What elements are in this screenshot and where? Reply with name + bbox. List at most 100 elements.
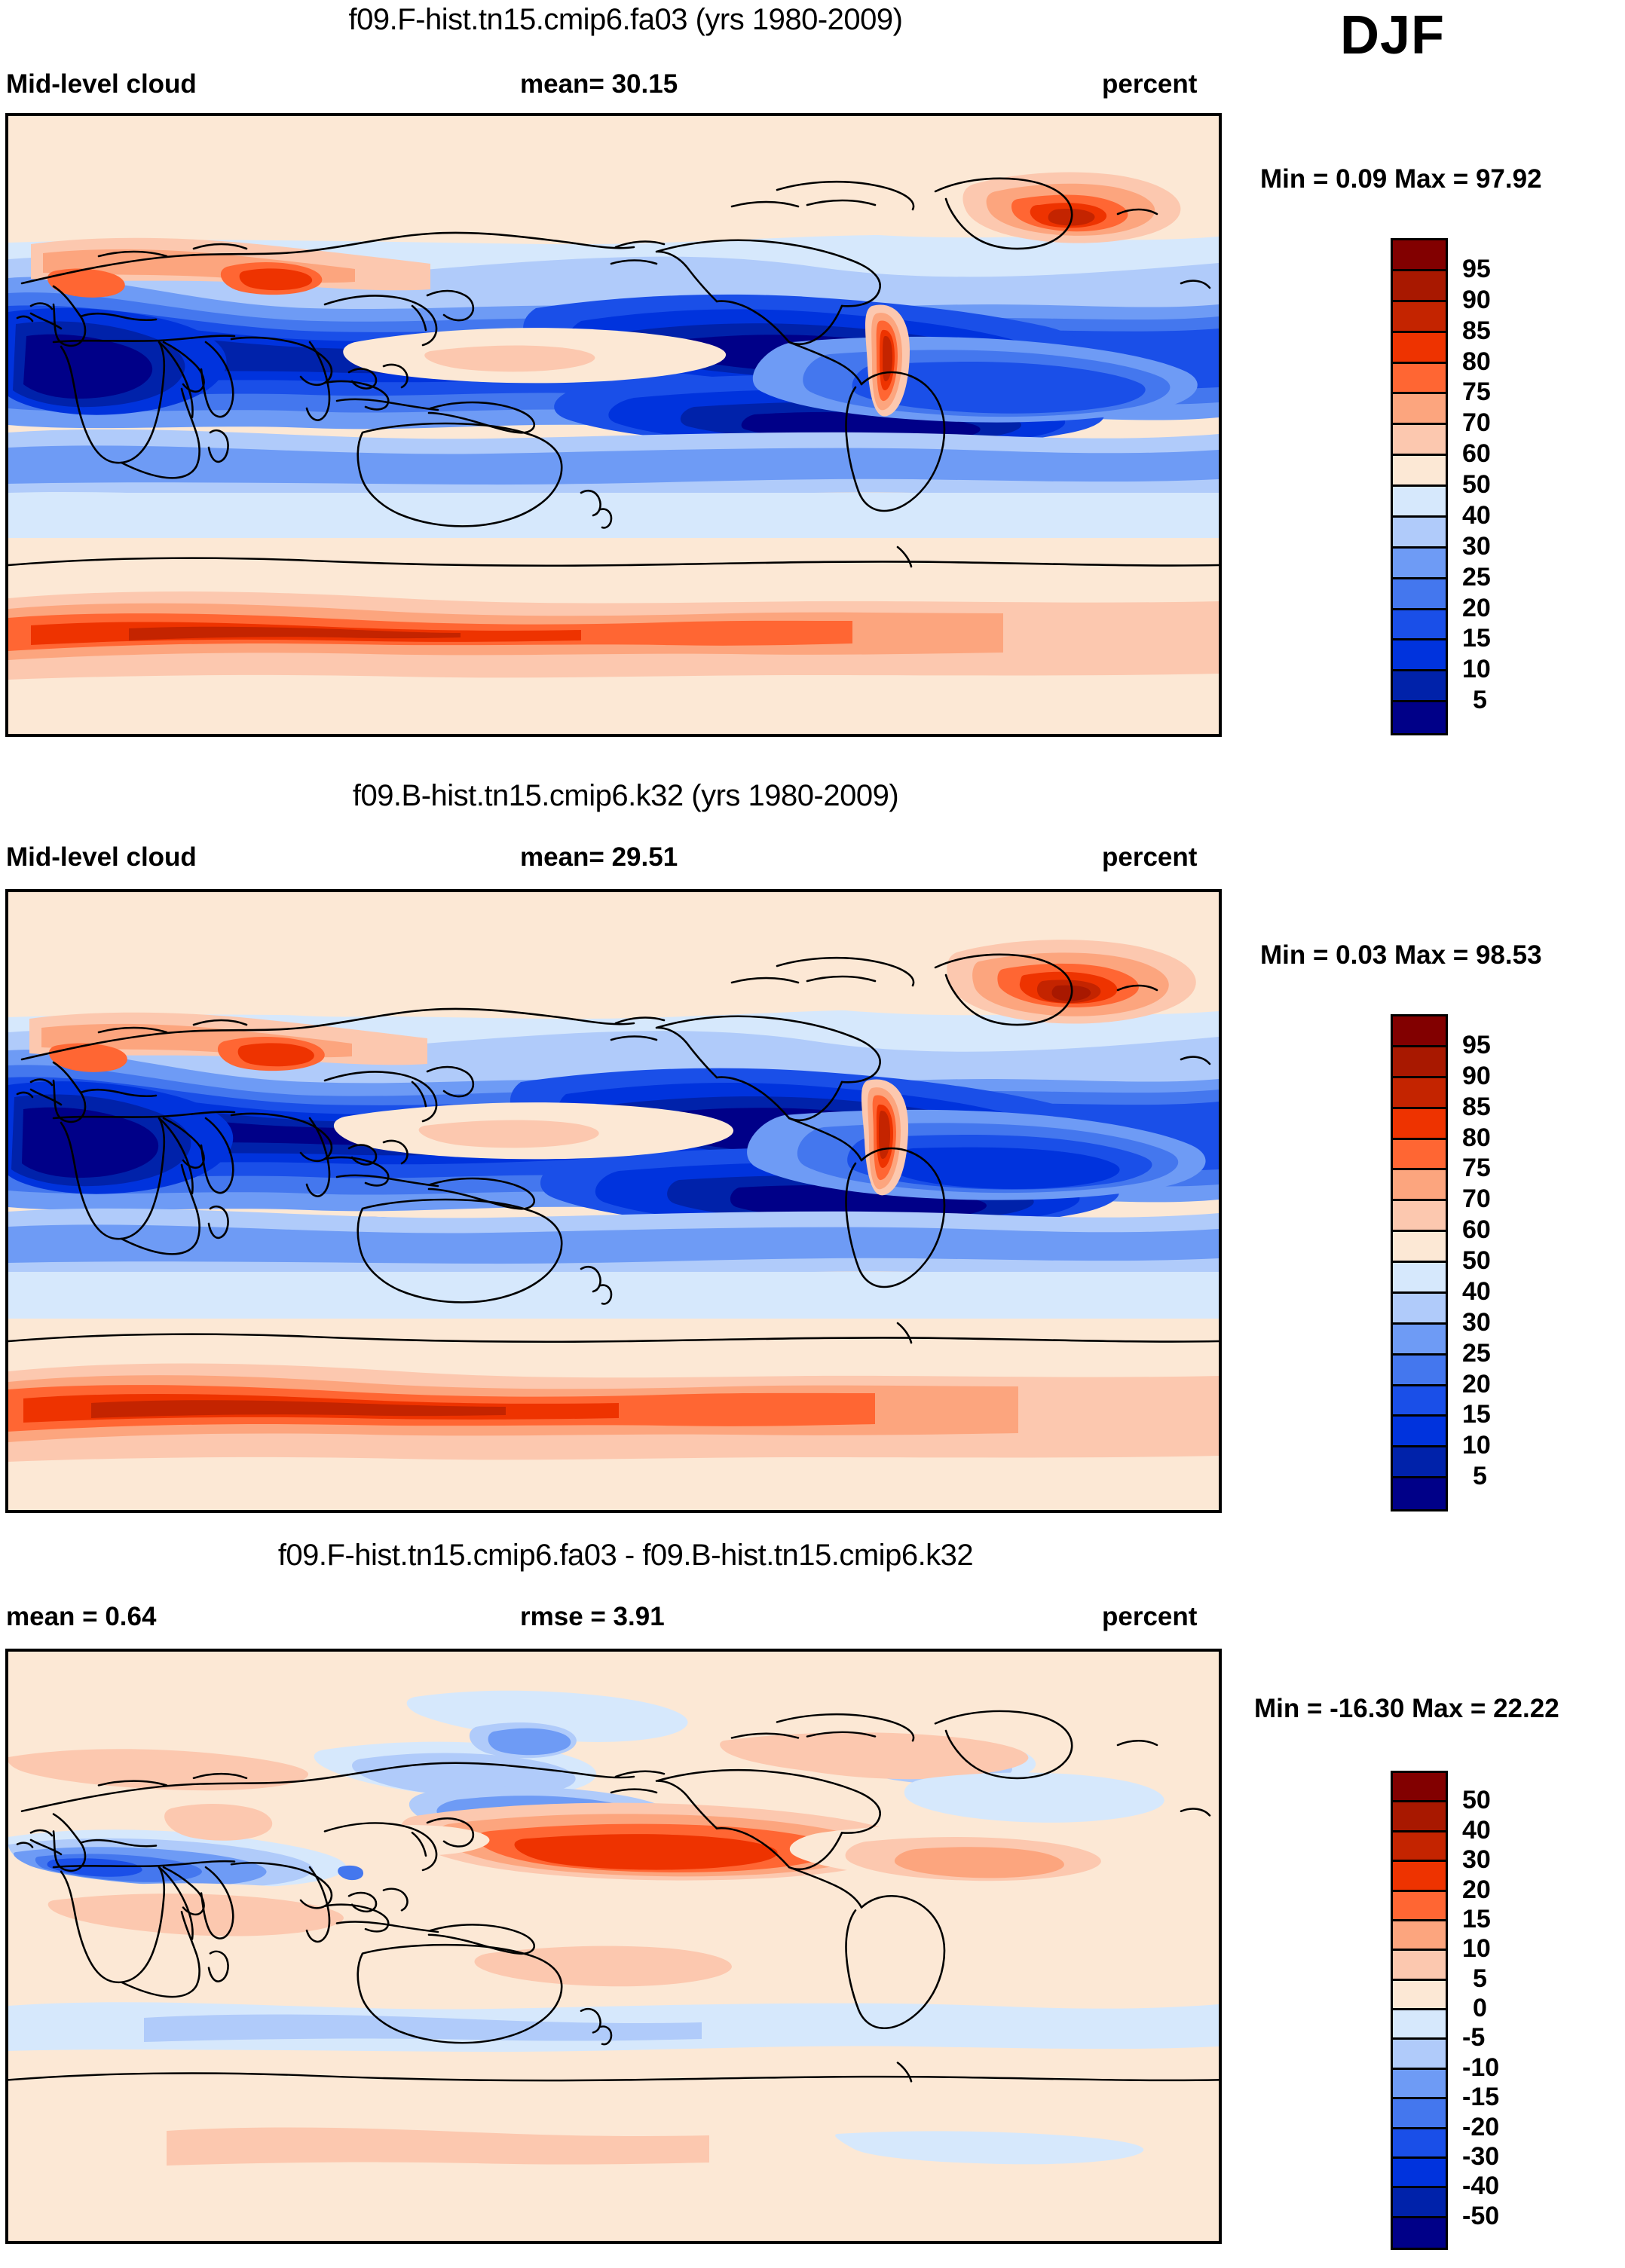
colorbar-tick-label: 20 [1462, 1875, 1491, 1904]
colorbar-tick-label: -5 [1462, 2023, 1486, 2053]
colorbar-tick-label: 15 [1462, 1400, 1491, 1429]
colorbar-tick-label: 85 [1462, 316, 1491, 345]
colorbar-cell [1393, 671, 1446, 703]
colorbar-tick-label: 90 [1462, 285, 1491, 314]
panel-3-units-label: percent [1102, 1602, 1198, 1631]
colorbar-tick-label: 70 [1462, 408, 1491, 438]
colorbar-tick-label: 15 [1462, 624, 1491, 653]
colorbar-cell [1393, 579, 1446, 610]
panel-1-minmax: Min = 0.09 Max = 97.92 [1260, 164, 1542, 194]
colorbar-cell [1393, 1324, 1446, 1356]
colorbar-tick-label: -40 [1462, 2172, 1500, 2201]
colorbar-3-labels: 50 40 30 20 15 10 5 0 -5 -10 -15 -20 -30 -40 -50 [1462, 1771, 1553, 2245]
colorbar-tick-label: 60 [1462, 439, 1491, 469]
colorbar-cell [1393, 1201, 1446, 1233]
colorbar-cell [1393, 1478, 1446, 1509]
colorbar-tick-label: -30 [1462, 2141, 1500, 2171]
map-2-canvas [8, 892, 1219, 1510]
colorbar-cell [1393, 1921, 1446, 1952]
colorbar-cell [1393, 2040, 1446, 2070]
colorbar-tick-label: 95 [1462, 1030, 1491, 1059]
colorbar-tick-label: 80 [1462, 347, 1491, 376]
colorbar-2 [1391, 1014, 1448, 1511]
map-3-canvas [8, 1652, 1219, 2241]
colorbar-cell [1393, 487, 1446, 518]
colorbar-cell [1393, 548, 1446, 579]
colorbar-tick-label: 95 [1462, 254, 1491, 283]
colorbar-tick-label: -50 [1462, 2201, 1500, 2230]
colorbar-tick-label: 75 [1462, 1154, 1491, 1183]
colorbar-cell [1393, 610, 1446, 641]
colorbar-tick-label: 30 [1462, 1845, 1491, 1875]
colorbar-cell [1393, 1802, 1446, 1832]
colorbar-cell [1393, 2188, 1446, 2218]
colorbar-cell [1393, 1355, 1446, 1386]
colorbar-cell [1393, 332, 1446, 364]
colorbar-cell [1393, 517, 1446, 549]
colorbar-cell [1393, 1232, 1446, 1263]
colorbar-tick-label: 0 [1473, 1994, 1487, 2022]
colorbar-cell [1393, 1447, 1446, 1479]
colorbar-cell [1393, 1263, 1446, 1294]
colorbar-tick-label: 90 [1462, 1061, 1491, 1090]
colorbar-cell [1393, 2010, 1446, 2040]
colorbar-cell [1393, 1077, 1446, 1109]
panel-3-minmax: Min = -16.30 Max = 22.22 [1254, 1694, 1559, 1723]
colorbar-tick-label: 30 [1462, 531, 1491, 561]
colorbar-cell [1393, 363, 1446, 395]
colorbar-cell [1393, 1862, 1446, 1892]
colorbar-tick-label: 50 [1462, 1246, 1491, 1275]
panel-1-variable-label: Mid-level cloud [6, 69, 197, 99]
colorbar-2-labels: 95 90 85 80 75 70 60 50 40 30 25 20 15 10 5 [1462, 1014, 1553, 1507]
panel-1-title: f09.F-hist.tn15.cmip6.fa03 (yrs 1980-200… [348, 3, 903, 36]
colorbar-cell [1393, 1016, 1446, 1047]
colorbar-cell [1393, 301, 1446, 333]
panel-3-title: f09.F-hist.tn15.cmip6.fa03 - f09.B-hist.… [277, 1539, 974, 1572]
colorbar-cell [1393, 456, 1446, 487]
colorbar-tick-label: 60 [1462, 1215, 1491, 1245]
colorbar-cell [1393, 1047, 1446, 1078]
colorbar-tick-label: 85 [1462, 1092, 1491, 1121]
colorbar-cell [1393, 1773, 1446, 1803]
panel-2-minmax: Min = 0.03 Max = 98.53 [1260, 940, 1542, 970]
panel-2-title: f09.B-hist.tn15.cmip6.k32 (yrs 1980-2009… [352, 779, 899, 812]
colorbar-cell [1393, 2158, 1446, 2189]
colorbar-tick-label: 25 [1462, 562, 1491, 591]
colorbar-tick-label: 25 [1462, 1338, 1491, 1368]
colorbar-tick-label: 10 [1462, 1431, 1491, 1460]
colorbar-tick-label: 40 [1462, 1815, 1491, 1845]
colorbar-tick-label: 20 [1462, 593, 1491, 622]
colorbar-cell [1393, 1139, 1446, 1171]
colorbar-cell [1393, 2069, 1446, 2100]
panel-1-mean-label: mean= 30.15 [520, 69, 678, 99]
colorbar-tick-label: 5 [1473, 1964, 1487, 1993]
colorbar-tick-label: 10 [1462, 1934, 1491, 1964]
colorbar-cell [1393, 425, 1446, 457]
colorbar-tick-label: 40 [1462, 500, 1491, 530]
map-1-canvas [8, 116, 1219, 734]
panel-3-rmse-label: rmse = 3.91 [520, 1602, 665, 1631]
colorbar-cell [1393, 1891, 1446, 1921]
colorbar-cell [1393, 1951, 1446, 1981]
season-label: DJF [1340, 5, 1446, 66]
colorbar-cell [1393, 702, 1446, 733]
colorbar-cell [1393, 271, 1446, 302]
colorbar-tick-label: 80 [1462, 1123, 1491, 1152]
panel-1-units-label: percent [1102, 69, 1198, 99]
map-panel-2 [5, 889, 1222, 1513]
colorbar-tick-label: 70 [1462, 1184, 1491, 1214]
map-panel-3 [5, 1649, 1222, 2244]
colorbar-cell [1393, 1386, 1446, 1417]
colorbar-cell [1393, 394, 1446, 426]
panel-2-units-label: percent [1102, 842, 1198, 872]
colorbar-tick-label: 5 [1473, 686, 1487, 715]
colorbar-tick-label: 15 [1462, 1904, 1491, 1933]
colorbar-tick-label: 10 [1462, 655, 1491, 684]
colorbar-tick-label: -20 [1462, 2112, 1500, 2141]
colorbar-tick-label: 50 [1462, 470, 1491, 499]
colorbar-cell [1393, 2099, 1446, 2129]
colorbar-cell [1393, 640, 1446, 672]
colorbar-tick-label: 20 [1462, 1369, 1491, 1398]
colorbar-tick-label: -15 [1462, 2083, 1500, 2112]
